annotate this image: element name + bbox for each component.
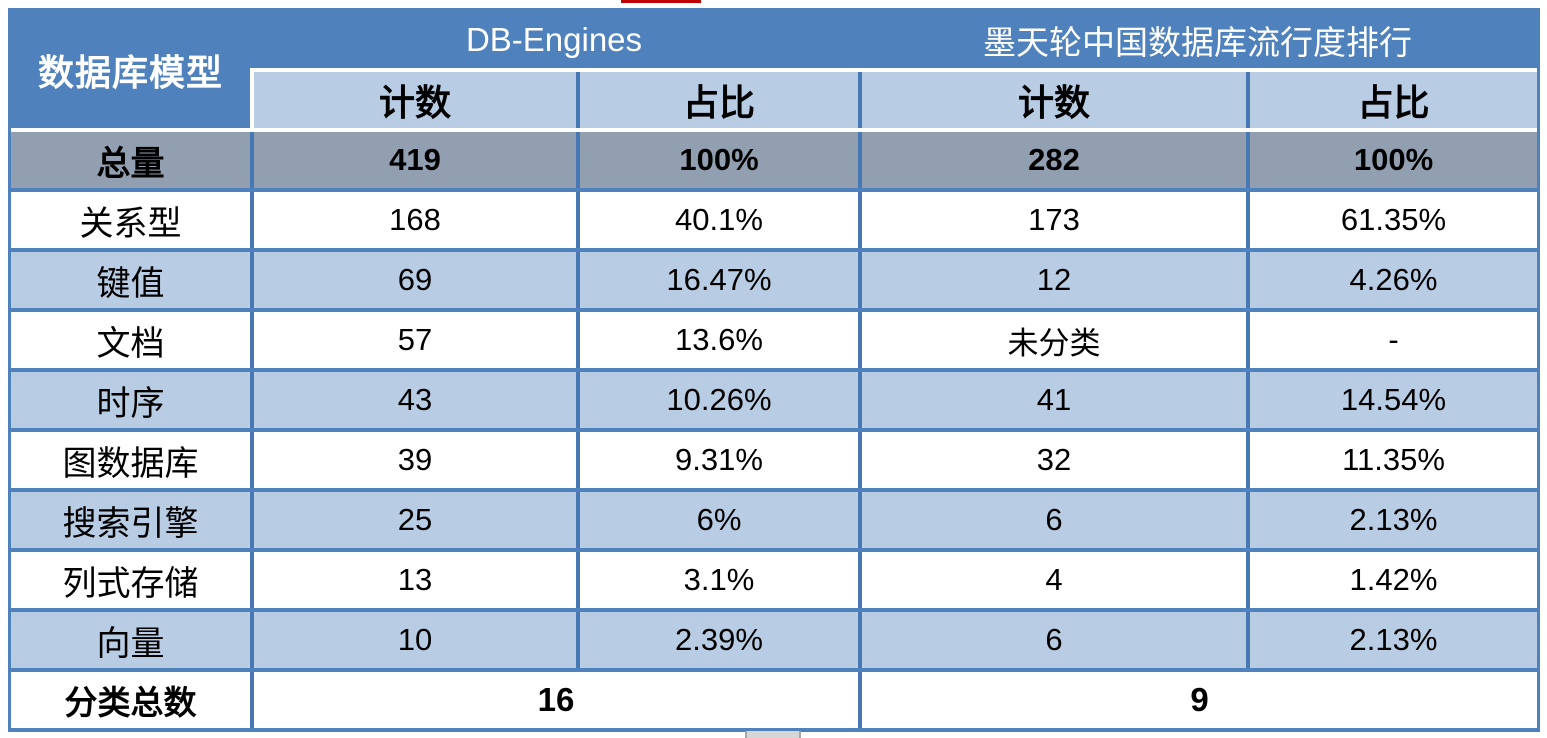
cell-value: 1.42% — [1246, 552, 1537, 608]
row-label: 向量 — [96, 624, 165, 663]
table-row: 搜索引擎 25 6% 6 2.13% — [11, 488, 1537, 548]
cell-value: 13 — [250, 552, 576, 608]
corner-header-cell: 数据库模型 — [37, 51, 223, 93]
table-row: 向量 10 2.39% 6 2.13% — [11, 608, 1537, 668]
row-label: 键值 — [96, 264, 165, 303]
cell-value: 13.6% — [576, 312, 858, 368]
table-row: 图数据库 39 9.31% 32 11.35% — [11, 428, 1537, 488]
cell-value: - — [1246, 312, 1537, 368]
header-right: DB-Engines 墨天轮中国数据库流行度排行 计数 占比 计数 占比 — [250, 11, 1537, 128]
cell-value: 6 — [858, 492, 1246, 548]
row-label: 文档 — [96, 324, 165, 363]
cell-value: 100% — [576, 132, 858, 188]
subheader-percent-db: 占比 — [576, 72, 858, 128]
row-label: 总量 — [96, 144, 165, 183]
cell-value: 未分类 — [858, 312, 1246, 368]
table-row: 列式存储 13 3.1% 4 1.42% — [11, 548, 1537, 608]
table-row: 文档 57 13.6% 未分类 - — [11, 308, 1537, 368]
cell-value: 41 — [858, 372, 1246, 428]
group-header-motianlun: 墨天轮中国数据库流行度排行 — [983, 23, 1412, 61]
row-label: 图数据库 — [62, 444, 199, 483]
cell-value: 6% — [576, 492, 858, 548]
cell-value: 16.47% — [576, 252, 858, 308]
row-label: 搜索引擎 — [62, 504, 199, 543]
row-label: 关系型 — [79, 204, 182, 243]
cell-value: 419 — [250, 132, 576, 188]
cell-value: 6 — [858, 612, 1246, 668]
cell-value: 39 — [250, 432, 576, 488]
cell-value: 25 — [250, 492, 576, 548]
cell-value: 2.13% — [1246, 492, 1537, 548]
group-header-db-engines: DB-Engines — [465, 20, 643, 58]
db-comparison-table: 数据库模型 DB-Engines 墨天轮中国数据库流行度排行 计数 占比 计数 … — [8, 8, 1540, 732]
row-label: 时序 — [96, 384, 165, 423]
header-body-divider — [11, 128, 1537, 132]
subheader-percent-mtl: 占比 — [1246, 72, 1537, 128]
cell-value: 9.31% — [576, 432, 858, 488]
group-header-row: DB-Engines 墨天轮中国数据库流行度排行 — [250, 11, 1537, 68]
cell-value: 168 — [250, 192, 576, 248]
cell-value: 43 — [250, 372, 576, 428]
cell-value: 4.26% — [1246, 252, 1537, 308]
row-label: 分类总数 — [64, 684, 197, 721]
footer-row: 分类总数 16 9 — [11, 668, 1537, 728]
table-row: 键值 69 16.47% 12 4.26% — [11, 248, 1537, 308]
footer-total-db-engines: 16 — [250, 672, 858, 728]
subheader-count-mtl: 计数 — [858, 72, 1246, 128]
footer-total-motianlun: 9 — [858, 672, 1537, 728]
cell-value: 69 — [250, 252, 576, 308]
subheader-row: 计数 占比 计数 占比 — [250, 68, 1537, 128]
cell-value: 282 — [858, 132, 1246, 188]
cell-value: 2.13% — [1246, 612, 1537, 668]
cell-value: 10 — [250, 612, 576, 668]
cell-value: 14.54% — [1246, 372, 1537, 428]
cell-value: 173 — [858, 192, 1246, 248]
table-row: 时序 43 10.26% 41 14.54% — [11, 368, 1537, 428]
cell-value: 10.26% — [576, 372, 858, 428]
cell-value: 32 — [858, 432, 1246, 488]
cell-value: 40.1% — [576, 192, 858, 248]
cell-value: 12 — [858, 252, 1246, 308]
row-label: 列式存储 — [62, 564, 199, 603]
cell-value: 11.35% — [1246, 432, 1537, 488]
cell-value: 61.35% — [1246, 192, 1537, 248]
total-row: 总量 419 100% 282 100% — [11, 132, 1537, 188]
cell-value: 3.1% — [576, 552, 858, 608]
cell-value: 4 — [858, 552, 1246, 608]
cell-value: 100% — [1246, 132, 1537, 188]
cell-value: 2.39% — [576, 612, 858, 668]
scrollbar-artifact — [745, 731, 801, 738]
table-row: 关系型 168 40.1% 173 61.35% — [11, 188, 1537, 248]
red-underline-artifact — [621, 0, 701, 3]
subheader-count-db: 计数 — [254, 72, 576, 128]
cell-value: 57 — [250, 312, 576, 368]
table-header: 数据库模型 DB-Engines 墨天轮中国数据库流行度排行 计数 占比 计数 … — [11, 11, 1537, 128]
